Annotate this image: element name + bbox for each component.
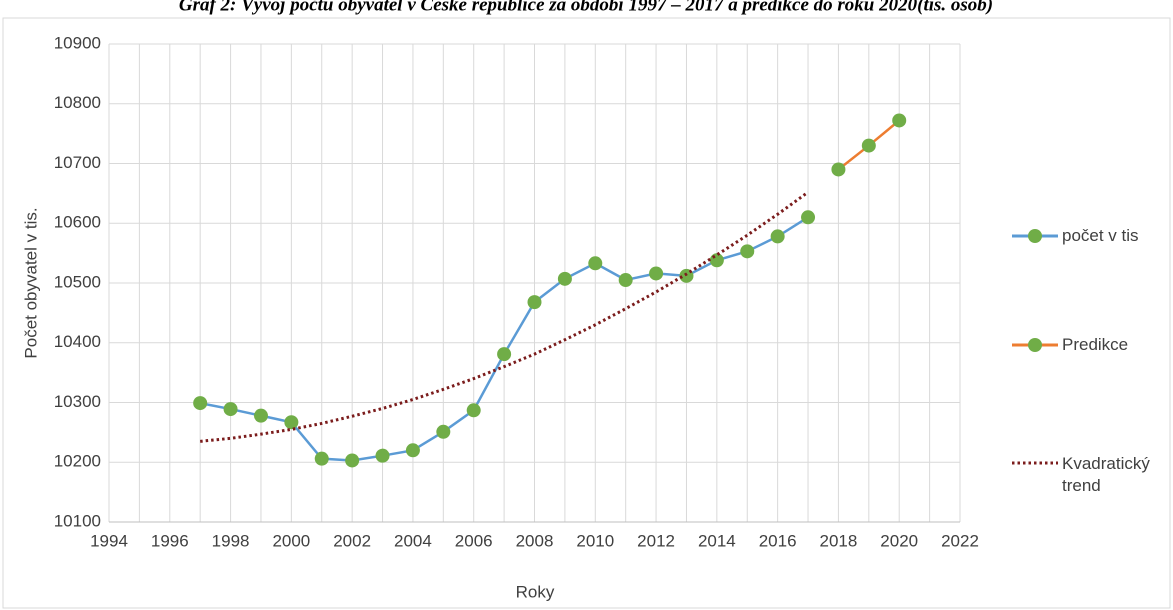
point: [649, 266, 664, 281]
x-tick-label: 2008: [516, 531, 554, 550]
chart-frame: [2, 17, 1171, 609]
y-tick-label: 10600: [54, 213, 101, 232]
point: [770, 229, 785, 244]
x-tick-label: 2012: [637, 531, 675, 550]
x-axis-label: Roky: [516, 582, 555, 601]
point: [861, 138, 876, 153]
point: [436, 424, 451, 439]
point: [588, 256, 603, 271]
x-tick-label: 2018: [820, 531, 858, 550]
point: [466, 403, 481, 418]
x-tick-label: 2020: [880, 531, 918, 550]
point: [284, 415, 299, 430]
point: [193, 396, 208, 411]
x-tick-label: 2000: [272, 531, 310, 550]
point: [527, 295, 542, 310]
point: [709, 253, 724, 268]
y-tick-label: 10700: [54, 153, 101, 172]
legend-label: Kvadratický trend: [1062, 454, 1150, 495]
y-axis-label: Počet obyvatel v tis.: [21, 207, 40, 358]
point: [497, 347, 512, 362]
legend-marker: [1028, 229, 1042, 243]
x-tick-label: 2014: [698, 531, 736, 550]
y-tick-label: 10500: [54, 272, 101, 291]
point: [405, 443, 420, 458]
x-tick-label: 2004: [394, 531, 432, 550]
x-tick-label: 2010: [576, 531, 614, 550]
point: [892, 113, 907, 128]
y-tick-label: 10400: [54, 332, 101, 351]
x-tick-label: 2006: [455, 531, 493, 550]
point: [831, 162, 846, 177]
point: [375, 448, 390, 463]
y-tick-label: 10300: [54, 392, 101, 411]
y-tick-label: 10100: [54, 511, 101, 530]
point: [253, 408, 268, 423]
legend-marker: [1028, 338, 1042, 352]
x-tick-label: 1994: [90, 531, 128, 550]
point: [223, 402, 238, 417]
legend-label: Predikce: [1062, 335, 1129, 354]
point: [557, 271, 572, 286]
x-tick-label: 2002: [333, 531, 371, 550]
x-tick-label: 2016: [759, 531, 797, 550]
point: [618, 273, 633, 288]
point: [740, 244, 755, 259]
series-line: [200, 190, 809, 443]
x-tick-label: 1996: [151, 531, 189, 550]
x-tick-label: 2022: [941, 531, 979, 550]
chart-title: Graf 2: Vývoj počtu obyvatel v České rep…: [179, 0, 993, 15]
point: [314, 451, 329, 466]
y-tick-label: 10200: [54, 452, 101, 471]
y-tick-label: 10800: [54, 93, 101, 112]
x-tick-label: 1998: [212, 531, 250, 550]
legend-label: počet v tis: [1062, 226, 1139, 245]
point: [345, 453, 360, 468]
legend: [1012, 229, 1058, 465]
y-tick-label: 10900: [54, 33, 101, 52]
point: [801, 210, 816, 225]
